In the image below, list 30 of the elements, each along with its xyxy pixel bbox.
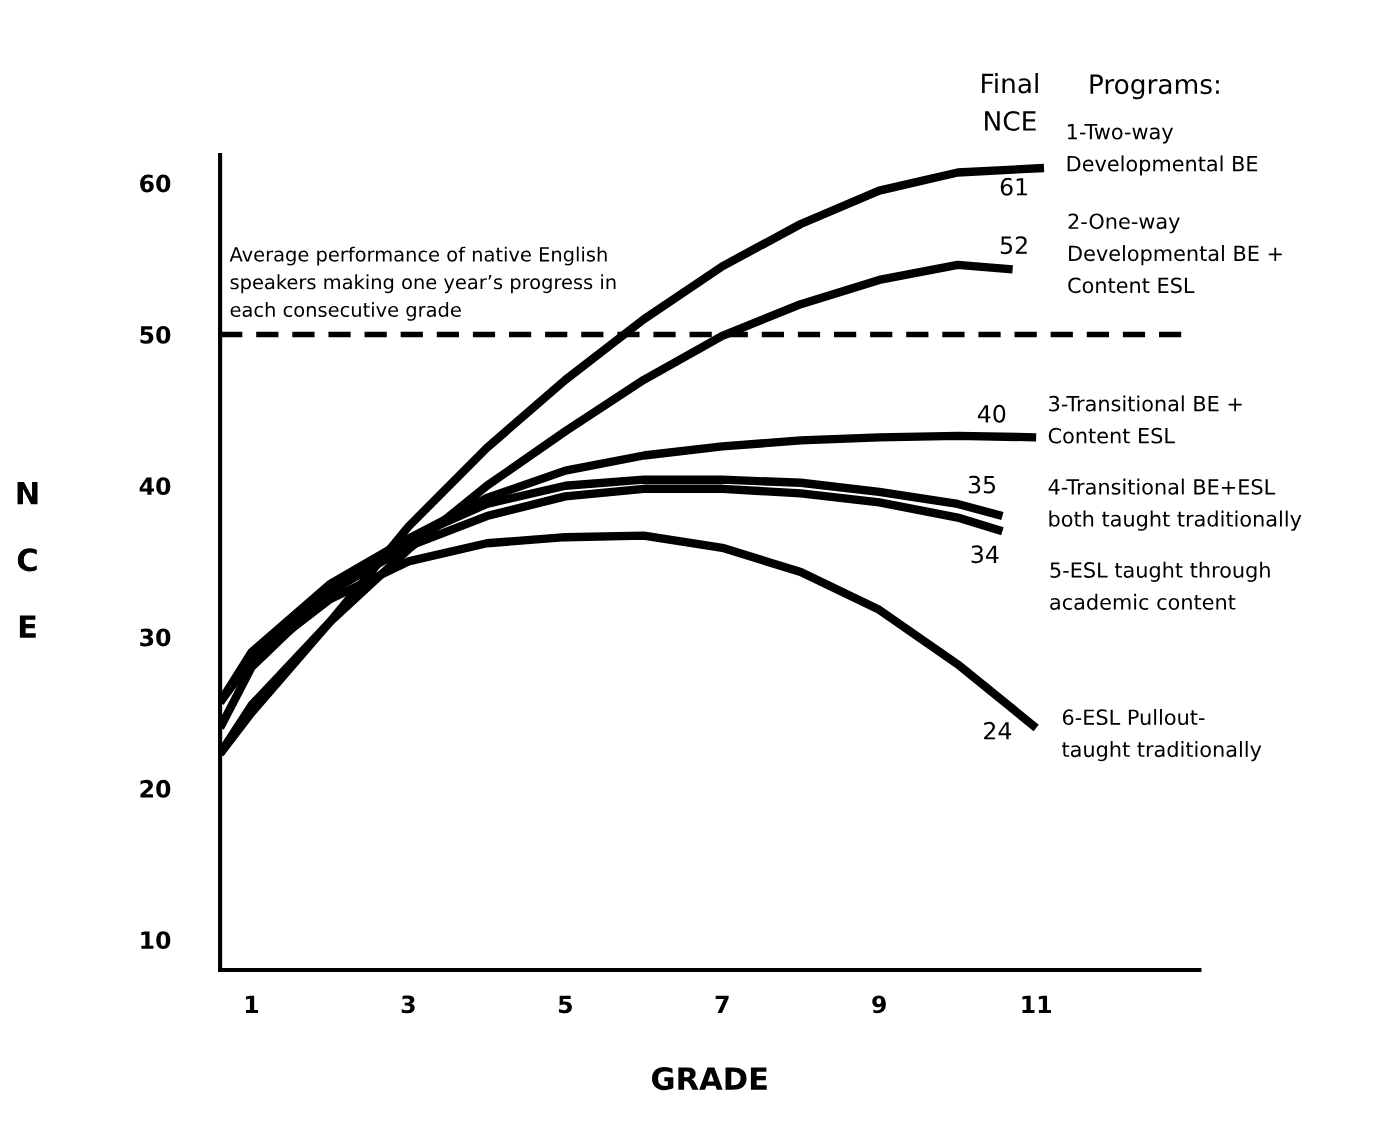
annotation: 52 [1000, 236, 1027, 255]
y-tick-label: 20 [140, 779, 171, 798]
x-tick-label: 9 [872, 995, 886, 1014]
annotation: 5-ESL taught through academic content [1050, 561, 1270, 610]
x-tick-label: 3 [401, 995, 415, 1014]
annotation: 4-Transitional BE+ESL both taught traditionally [1048, 478, 1302, 531]
y-tick-label: 60 [140, 174, 171, 193]
y-tick-label: 40 [139, 477, 171, 496]
x-tick-label: 5 [558, 995, 572, 1014]
annotation: 1-Two-way Developmental BE [1067, 124, 1258, 176]
x-tick-label: 11 [1022, 995, 1051, 1013]
text: Programs: [1090, 74, 1219, 100]
annotation: 61 [1000, 177, 1027, 196]
x-axis-title: GRADE [652, 1067, 767, 1091]
annotation: 6-ESL Pullout- taught traditionally [1062, 709, 1262, 762]
ref-line-label: Average performance of native English speakers making one year’s progress in each consecutive grade [229, 246, 616, 321]
annotation: 24 [984, 721, 1012, 740]
y-tick-label: 50 [140, 325, 171, 344]
text: NCE [17, 482, 38, 638]
annotation: 34 [971, 545, 999, 564]
y-tick-label: 30 [140, 628, 171, 647]
y-axis-title: NCE [985, 111, 1036, 131]
y-tick-label: 10 [141, 931, 171, 950]
annotation: 2-One-way Developmental BE + Content ESL [1068, 213, 1282, 294]
annotation: 40 [977, 404, 1006, 423]
annotation: 3-Transitional BE + Content ESL [1048, 395, 1242, 444]
annotation: 35 [968, 475, 996, 494]
x-tick-label: 1 [245, 995, 259, 1013]
text: Final [982, 72, 1038, 94]
x-tick-label: 7 [715, 995, 729, 1013]
